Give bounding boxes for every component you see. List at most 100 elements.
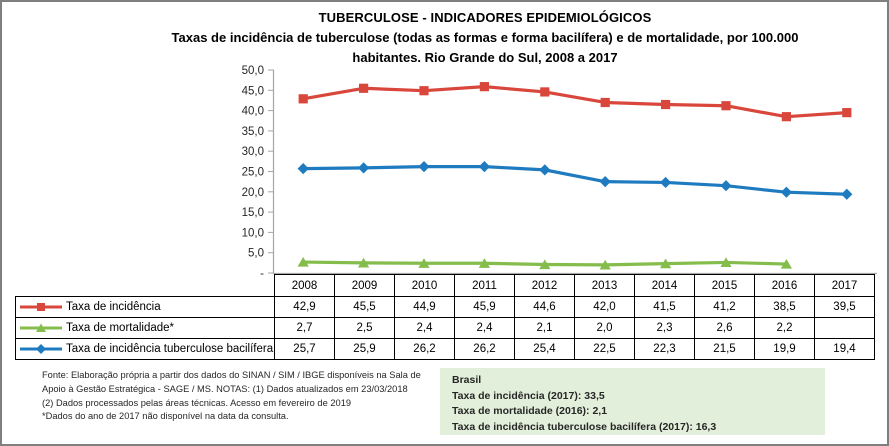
series-label: Taxa de incidência tuberculose bacilífer…: [66, 343, 274, 355]
diamond-marker-icon: [418, 161, 430, 173]
triangle-marker-icon: [720, 257, 732, 268]
value-cell: 38,5: [754, 296, 815, 318]
value-cell: 19,4: [814, 338, 875, 360]
year-header-cell: 2015: [694, 274, 755, 297]
legend-key-icon: [20, 344, 62, 354]
value-cell: 2,3: [634, 317, 695, 339]
y-axis-label: 5,0: [248, 248, 264, 260]
year-header-cell: 2011: [454, 274, 515, 297]
value-cell: 22,5: [574, 338, 635, 360]
info-box-line: Taxa de incidência (2017): 33,5: [452, 389, 605, 402]
triangle-marker-icon: [599, 259, 611, 270]
diamond-marker-icon: [36, 344, 46, 354]
brasil-reference-box: Brasil Taxa de incidência (2017): 33,5 Ta…: [440, 368, 825, 435]
year-header-cell: 2009: [334, 274, 395, 297]
series-label-cell: Taxa de incidência tuberculose bacilífer…: [15, 338, 275, 360]
chart-subtitle-line1: Taxas de incidência de tuberculose (toda…: [171, 30, 799, 45]
chart-title: TUBERCULOSE - INDICADORES EPIDEMIOLÓGICO…: [318, 10, 652, 25]
square-marker-icon: [721, 101, 731, 111]
triangle-marker-icon: [36, 323, 46, 332]
series-line: [301, 260, 789, 267]
data-table: 2008 2009 2010 2011 2012 2013 2014 2015 2016 2017…: [15, 274, 875, 360]
square-marker-icon: [540, 87, 550, 97]
value-cell: 2,7: [274, 317, 335, 339]
year-header-cell: 2013: [574, 274, 635, 297]
y-axis-label: 15,0: [242, 207, 264, 219]
y-axis-label: 40,0: [242, 106, 264, 118]
table-row: Taxa de incidência 42,9 45,5 44,9 45,9 44,6 42…: [15, 296, 875, 318]
series-label-cell: Taxa de mortalidade*: [15, 317, 275, 339]
value-cell: 45,9: [454, 296, 515, 318]
value-cell: 45,5: [334, 296, 395, 318]
diamond-marker-icon: [720, 180, 732, 192]
y-axis-label: 25,0: [242, 167, 264, 179]
year-header-cell: 2017: [814, 274, 875, 297]
info-box-line: Taxa de incidência tuberculose bacilífer…: [452, 420, 717, 433]
source-note-line: (2) Dados processados pelas áreas técnic…: [42, 397, 352, 408]
square-marker-icon: [37, 303, 45, 311]
diamond-marker-icon: [478, 161, 490, 173]
value-cell: 2,4: [394, 317, 455, 339]
triangle-marker-icon: [297, 256, 309, 267]
source-note-line: Fonte: Elaboração própria a partir dos d…: [42, 370, 421, 380]
year-header-cell: 2014: [634, 274, 695, 297]
year-header-cell: 2016: [754, 274, 815, 297]
source-note-line: *Dados do ano de 2017 não disponível na …: [42, 411, 289, 422]
value-cell: 26,2: [454, 338, 515, 360]
y-axis-label: 45,0: [242, 85, 264, 97]
diamond-marker-icon: [539, 164, 551, 176]
value-cell: 2,5: [334, 317, 395, 339]
value-cell: 21,5: [694, 338, 755, 360]
value-cell: 22,3: [634, 338, 695, 360]
series-label: Taxa de mortalidade*: [66, 322, 175, 334]
series-label-cell: Taxa de incidência: [15, 296, 275, 318]
square-marker-icon: [419, 86, 429, 96]
triangle-marker-icon: [660, 258, 672, 269]
table-row: Taxa de mortalidade* 2,7 2,5 2,4 2,4 2,1 2,0 2,…: [15, 317, 875, 339]
value-cell: 2,4: [454, 317, 515, 339]
square-marker-icon: [661, 99, 671, 110]
triangle-marker-icon: [358, 257, 370, 268]
y-axis-label: 35,0: [242, 126, 264, 138]
diamond-marker-icon: [660, 176, 672, 189]
value-cell: 42,0: [574, 296, 635, 318]
value-cell: 39,5: [814, 296, 875, 318]
chart-title-block: TUBERCULOSE - INDICADORES EPIDEMIOLÓGICO…: [82, 8, 887, 68]
y-axis-label: 30,0: [242, 146, 264, 158]
triangle-marker-icon: [539, 259, 551, 270]
diamond-marker-icon: [780, 186, 792, 198]
triangle-marker-icon: [418, 258, 430, 268]
year-header-cell: 2008: [274, 274, 335, 297]
series-label: Taxa de incidência: [66, 301, 161, 313]
legend-key-icon: [20, 303, 62, 311]
year-header-cell: 2010: [394, 274, 455, 297]
square-marker-icon: [781, 112, 791, 122]
value-cell: [814, 317, 875, 339]
value-cell: 42,9: [274, 296, 335, 318]
y-axis-label: 10,0: [242, 227, 264, 239]
value-cell: 44,9: [394, 296, 455, 318]
legend-key-icon: [20, 323, 62, 332]
triangle-marker-icon: [478, 258, 490, 268]
value-cell: 25,4: [514, 338, 575, 360]
value-cell: 44,6: [514, 296, 575, 318]
year-header-cell: 2012: [514, 274, 575, 297]
value-cell: 2,0: [574, 317, 635, 339]
value-cell: 2,2: [754, 317, 815, 339]
table-corner-cell: [16, 275, 275, 297]
diamond-marker-icon: [358, 162, 370, 174]
value-cell: 2,1: [514, 317, 575, 339]
series-line: [301, 165, 849, 196]
value-cell: 41,2: [694, 296, 755, 318]
square-marker-icon: [359, 83, 369, 93]
y-axis-label: 20,0: [242, 187, 264, 199]
value-cell: 41,5: [634, 296, 695, 318]
diamond-marker-icon: [841, 188, 853, 200]
diamond-marker-icon: [297, 163, 309, 175]
square-marker-icon: [298, 94, 308, 104]
chart-subtitle-line2: habitantes. Rio Grande do Sul, 2008 a 20…: [352, 50, 618, 65]
series-line: [301, 85, 849, 119]
diamond-marker-icon: [599, 176, 611, 188]
square-marker-icon: [479, 82, 489, 92]
